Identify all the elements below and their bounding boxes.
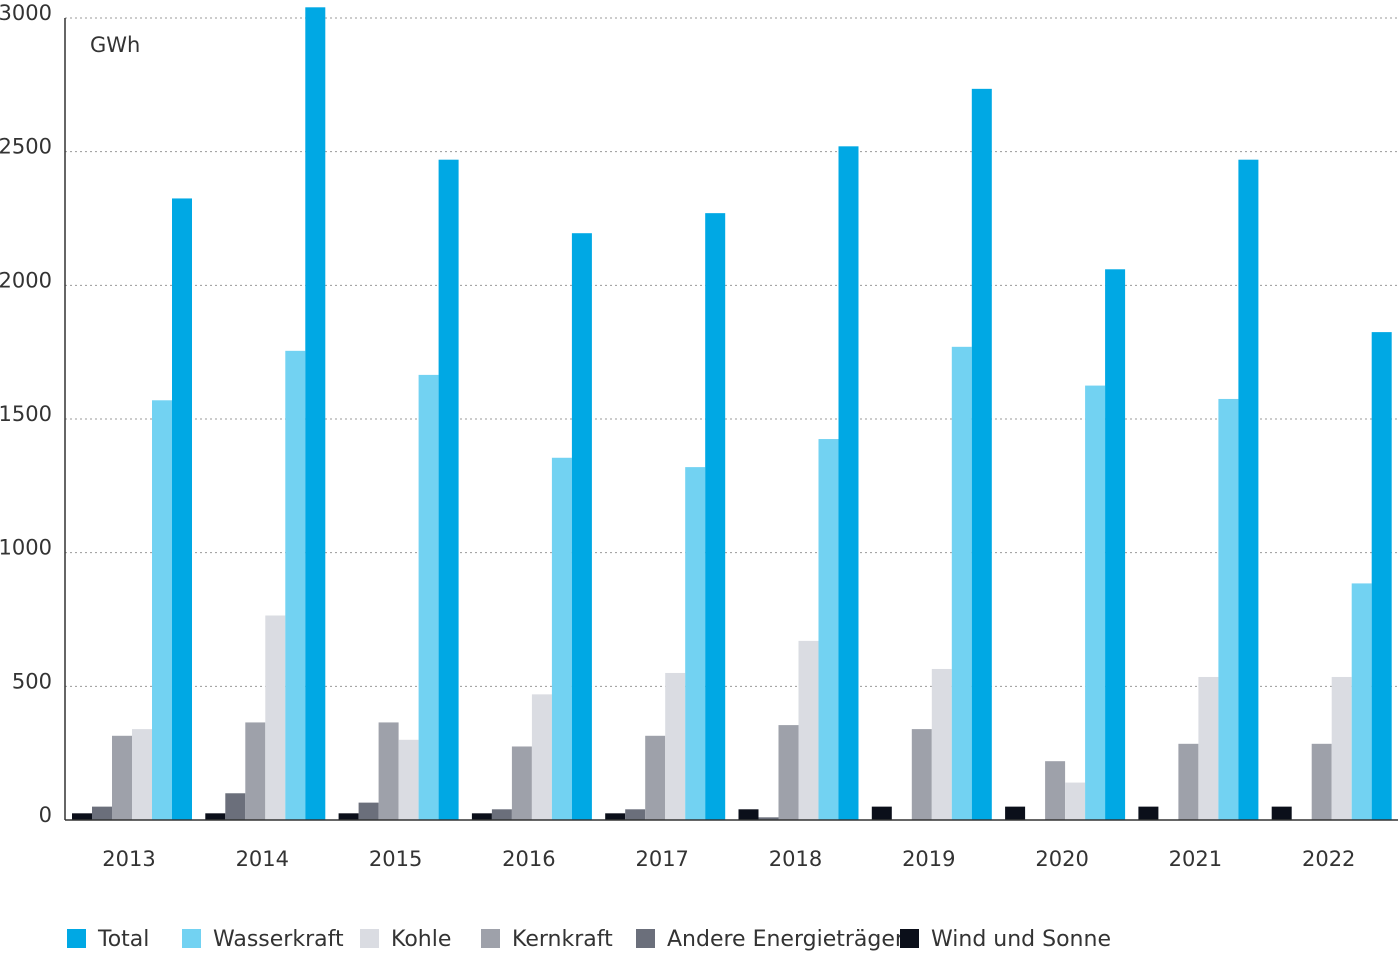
bar-wind-und-sonne-2021 (1138, 806, 1159, 820)
x-tick-label: 2021 (1169, 847, 1222, 871)
bar-wind-und-sonne-2013 (72, 813, 92, 820)
bar-kohle-2019 (931, 668, 952, 820)
x-tick-label: 2013 (102, 847, 155, 871)
bar-wind-und-sonne-2022 (1271, 806, 1292, 820)
bar-wasserkraft-2019 (951, 346, 972, 820)
y-tick-label: 500 (12, 669, 52, 693)
bar-kernkraft-2013 (112, 735, 132, 820)
legend-swatch-andere-energietr-ger (636, 929, 655, 948)
bar-kohle-2018 (798, 640, 819, 820)
y-tick-label: 0 (39, 803, 52, 827)
y-tick-label: 2000 (0, 268, 52, 292)
bar-wind-und-sonne-2017 (605, 813, 626, 820)
bar-wasserkraft-2022 (1351, 583, 1372, 820)
bar-total-2013 (172, 198, 192, 820)
bar-andere-energietr-ger-2018 (758, 817, 779, 820)
bar-wasserkraft-2015 (418, 374, 439, 820)
x-tick-label: 2019 (902, 847, 955, 871)
bar-kernkraft-2018 (778, 725, 799, 820)
legend-swatch-wasserkraft (182, 929, 201, 948)
bars (72, 7, 1392, 821)
bar-total-2017 (705, 213, 726, 821)
bar-kernkraft-2014 (245, 722, 266, 820)
bar-total-2021 (1238, 159, 1259, 821)
bar-kohle-2015 (398, 739, 419, 820)
bar-total-2015 (438, 159, 459, 821)
legend-swatch-kernkraft (481, 929, 500, 948)
bar-wind-und-sonne-2015 (338, 813, 359, 820)
legend-swatch-wind-und-sonne (900, 929, 919, 948)
bar-wasserkraft-2016 (551, 457, 572, 820)
gridlines (65, 17, 1398, 687)
x-tick-label: 2015 (369, 847, 422, 871)
y-tick-label: 1000 (0, 536, 52, 560)
x-tick-label: 2018 (769, 847, 822, 871)
y-tick-label: 1500 (0, 402, 52, 426)
bar-wind-und-sonne-2019 (871, 806, 892, 820)
bar-total-2016 (571, 233, 592, 820)
bar-wasserkraft-2014 (285, 350, 306, 820)
bar-kohle-2021 (1198, 676, 1219, 820)
x-tick-label: 2020 (1035, 847, 1088, 871)
bar-wasserkraft-2018 (818, 439, 839, 820)
bar-wind-und-sonne-2014 (205, 813, 226, 820)
x-tick-label: 2016 (502, 847, 555, 871)
legend-label: Total (97, 927, 149, 952)
bar-wasserkraft-2021 (1218, 398, 1239, 820)
bar-kohle-2020 (1065, 782, 1086, 820)
x-tick-labels: 2013 2014 2015 2016 2017 2018 2019 2020 2021 2022 (102, 847, 1355, 871)
bar-kohle-2014 (265, 615, 286, 820)
x-tick-label: 2017 (635, 847, 688, 871)
y-tick-labels: 0 500 1000 1500 2000 2500 3000 (0, 1, 52, 827)
legend-label: Kernkraft (512, 927, 613, 952)
bar-andere-energietr-ger-2017 (625, 809, 646, 820)
bar-andere-energietr-ger-2014 (225, 793, 246, 820)
legend-label: Andere Energieträger (667, 927, 905, 952)
bar-andere-energietr-ger-2016 (491, 809, 512, 820)
bar-kohle-2016 (531, 694, 552, 820)
bar-kernkraft-2022 (1311, 743, 1332, 820)
bar-kohle-2017 (665, 672, 686, 820)
legend-label: Wind und Sonne (931, 927, 1111, 952)
bar-total-2022 (1371, 332, 1392, 820)
bar-kernkraft-2021 (1178, 743, 1199, 820)
bar-kernkraft-2019 (911, 729, 932, 820)
bar-kernkraft-2015 (378, 722, 399, 820)
bar-wind-und-sonne-2016 (471, 813, 492, 820)
bar-wasserkraft-2013 (152, 400, 172, 820)
bar-wasserkraft-2017 (685, 467, 706, 820)
bar-wasserkraft-2020 (1085, 385, 1106, 820)
x-tick-label: 2022 (1302, 847, 1355, 871)
bar-total-2019 (971, 88, 992, 821)
bar-kohle-2013 (132, 729, 152, 820)
legend-label: Wasserkraft (213, 927, 344, 952)
bar-total-2018 (838, 146, 859, 820)
legend-label: Kohle (391, 927, 451, 952)
y-tick-label: 3000 (0, 1, 52, 25)
x-tick-label: 2014 (236, 847, 289, 871)
bar-kernkraft-2017 (645, 735, 666, 820)
bar-andere-energietr-ger-2013 (92, 806, 112, 820)
y-tick-label: 2500 (0, 135, 52, 159)
legend-swatch-total (67, 929, 86, 948)
legend: Total Wasserkraft Kohle Kernkraft Andere Ene… (67, 927, 1111, 952)
bar-total-2020 (1105, 269, 1126, 820)
bar-total-2014 (305, 7, 326, 821)
bar-kohle-2022 (1331, 676, 1352, 820)
bar-wind-und-sonne-2018 (738, 809, 759, 820)
bar-kernkraft-2020 (1045, 761, 1066, 820)
bar-andere-energietr-ger-2015 (358, 802, 379, 820)
bar-wind-und-sonne-2020 (1005, 806, 1026, 820)
unit-label: GWh (90, 33, 140, 57)
legend-swatch-kohle (360, 929, 379, 948)
bar-kernkraft-2016 (511, 746, 532, 820)
